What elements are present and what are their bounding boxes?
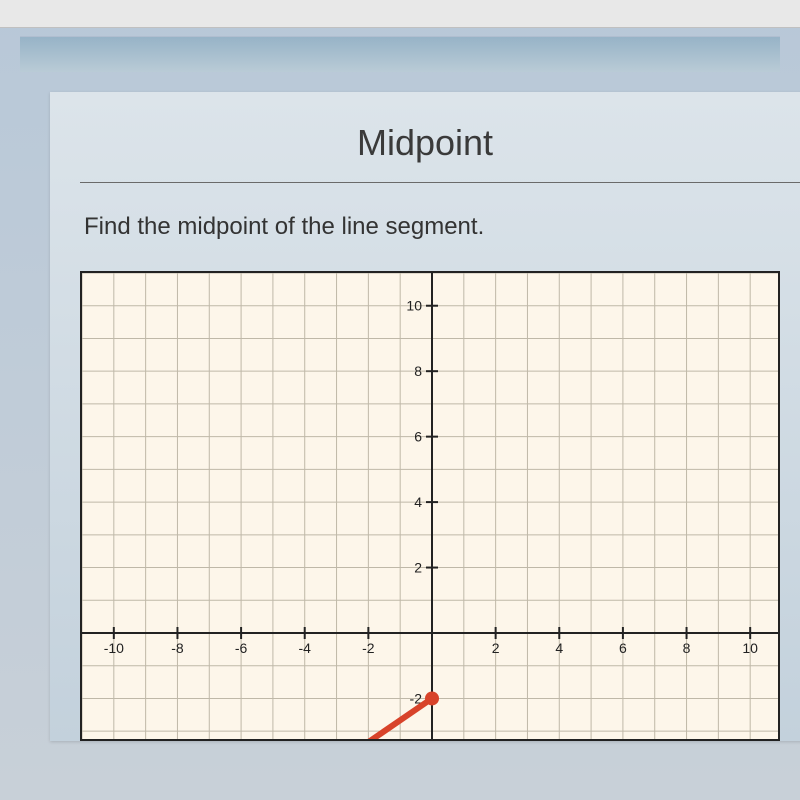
title-divider (80, 182, 800, 183)
y-tick-label: 8 (414, 363, 422, 379)
page-header-strip (20, 36, 780, 72)
x-tick-label: 6 (619, 640, 627, 656)
y-tick-label: 2 (414, 560, 422, 576)
x-tick-label: -2 (362, 640, 375, 656)
endpoint-b (425, 691, 439, 705)
chart-svg: -10-8-6-4-2246810-10-8-6-4-2246810 (82, 273, 780, 741)
y-tick-label: 10 (406, 298, 422, 314)
coordinate-chart: -10-8-6-4-2246810-10-8-6-4-2246810 (80, 271, 780, 741)
content-card: Midpoint Find the midpoint of the line s… (50, 92, 800, 741)
y-tick-label: 6 (414, 429, 422, 445)
x-tick-label: 4 (555, 640, 563, 656)
x-tick-label: 10 (742, 640, 758, 656)
y-tick-label: 4 (414, 494, 422, 510)
x-tick-label: -4 (299, 640, 312, 656)
x-tick-label: 8 (683, 640, 691, 656)
page-title: Midpoint (80, 122, 770, 164)
x-tick-label: 2 (492, 640, 500, 656)
x-tick-label: -6 (235, 640, 248, 656)
line-segment (337, 698, 432, 741)
browser-top-bar (0, 0, 800, 28)
instruction-text: Find the midpoint of the line segment. (84, 213, 800, 241)
x-tick-label: -8 (171, 640, 184, 656)
x-tick-label: -10 (104, 640, 124, 656)
